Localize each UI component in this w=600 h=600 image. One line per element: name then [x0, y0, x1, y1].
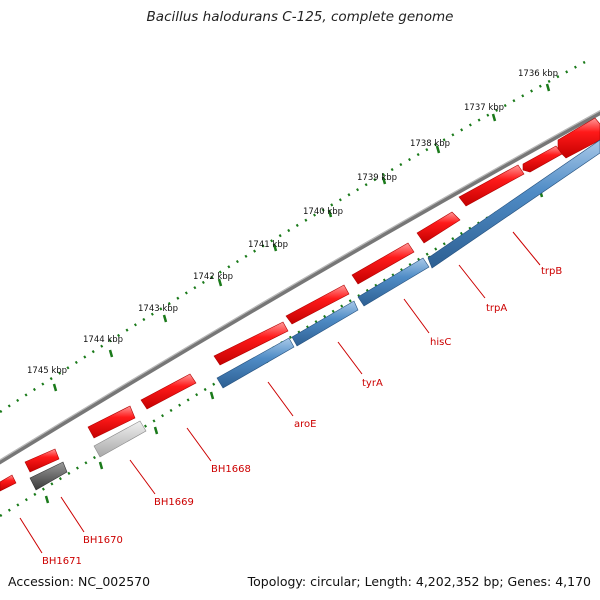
- gene-label-hisC: hisC: [430, 337, 451, 348]
- gene-label-tyrA: tyrA: [362, 378, 383, 389]
- tick-label: 1737 kbp: [464, 103, 504, 113]
- gene-arrow[interactable]: [140, 373, 197, 410]
- gene-arrow[interactable]: [357, 257, 430, 307]
- tick-label: 1744 kbp: [83, 335, 123, 345]
- gene-arrow[interactable]: [213, 321, 289, 366]
- gene-label-trpB: trpB: [541, 266, 562, 277]
- gene-arrow[interactable]: [522, 145, 563, 173]
- tick-label: 1745 kbp: [27, 366, 67, 376]
- gene-label-BH1670: BH1670: [83, 535, 123, 546]
- gene-arrow[interactable]: [351, 242, 415, 285]
- forward-strand-genes: [0, 117, 600, 492]
- tick-label: 1742 kbp: [193, 272, 233, 282]
- genome-title: Bacillus halodurans C-125, complete geno…: [146, 9, 454, 25]
- tick-label: 1738 kbp: [410, 139, 450, 149]
- gene-label-BH1668: BH1668: [211, 464, 251, 475]
- tick-label: 1740 kbp: [303, 207, 343, 217]
- gene-arrow[interactable]: [24, 448, 60, 473]
- gene-arrow[interactable]: [216, 337, 295, 389]
- gene-arrow[interactable]: [29, 461, 68, 491]
- tick-label: 1739 kbp: [357, 173, 397, 183]
- outer-major-ticks: [52, 83, 551, 392]
- gene-arrow[interactable]: [416, 211, 461, 244]
- reverse-strand-genes: [216, 139, 600, 389]
- backbone-arc: [0, 110, 600, 465]
- inner-ruler: [0, 148, 600, 518]
- gene-label-trpA: trpA: [486, 303, 507, 314]
- tick-label: 1743 kbp: [138, 304, 178, 314]
- gene-arrow[interactable]: [0, 474, 17, 492]
- tick-label: 1736 kbp: [518, 69, 558, 79]
- tick-label: 1741 kbp: [248, 240, 288, 250]
- gene-arrow[interactable]: [285, 284, 350, 325]
- label-leaders: [19, 231, 541, 554]
- gene-arrow[interactable]: [93, 420, 147, 458]
- genome-summary: Topology: circular; Length: 4,202,352 bp…: [247, 574, 591, 589]
- outer-ruler: [0, 60, 586, 414]
- gene-arrow[interactable]: [87, 405, 136, 439]
- accession-text: Accession: NC_002570: [8, 574, 151, 589]
- gene-label-BH1669: BH1669: [154, 497, 194, 508]
- gene-arrow[interactable]: [458, 164, 525, 207]
- gene-label-aroE: aroE: [294, 419, 316, 430]
- gene-arrow[interactable]: [291, 300, 359, 347]
- gene-arrow[interactable]: [427, 139, 600, 269]
- gene-label-BH1671: BH1671: [42, 556, 82, 567]
